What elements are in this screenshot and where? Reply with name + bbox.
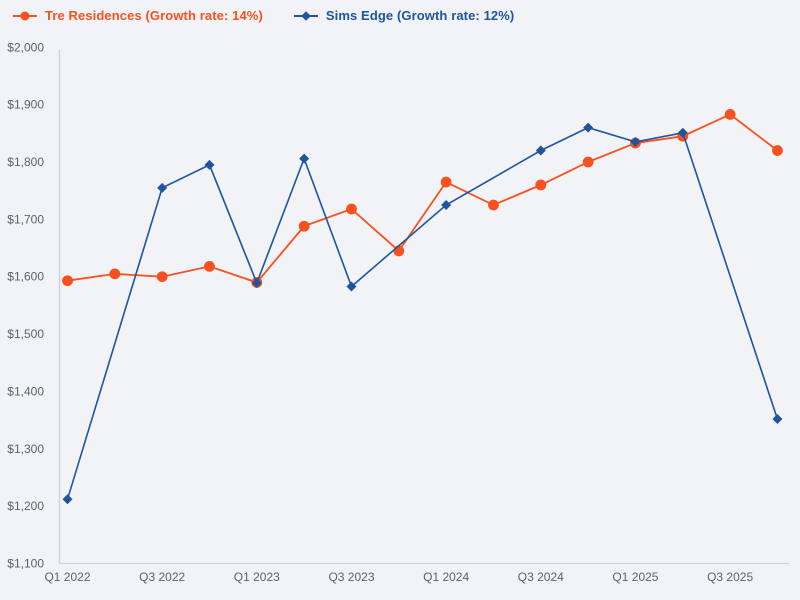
series-line-tre-residences bbox=[67, 113, 778, 284]
legend-label-tre-residences: Tre Residences (Growth rate: 14%) bbox=[45, 8, 263, 23]
data-point-tre-residences-q4-2022[interactable] bbox=[204, 260, 215, 272]
data-point-tre-residences-q3-2022[interactable] bbox=[156, 271, 168, 283]
legend: Tre Residences (Growth rate: 14%) Sims E… bbox=[12, 8, 514, 23]
data-point-sims-edge-q3-2022[interactable] bbox=[157, 182, 168, 193]
data-point-tre-residences-q2-2022[interactable] bbox=[109, 268, 121, 280]
data-point-tre-residences-q4-2025[interactable] bbox=[772, 145, 783, 156]
data-point-sims-edge-q3-2024[interactable] bbox=[535, 145, 546, 156]
series-line-sims-edge bbox=[66, 126, 779, 500]
legend-item-tre-residences[interactable]: Tre Residences (Growth rate: 14%) bbox=[12, 8, 263, 23]
data-point-tre-residences-q2-2023[interactable] bbox=[298, 220, 310, 232]
data-point-sims-edge-q4-2022[interactable] bbox=[204, 159, 215, 170]
x-tick-label: Q1 2024 bbox=[423, 570, 469, 584]
data-point-sims-edge-q3-2023[interactable] bbox=[346, 281, 357, 292]
x-tick-label: Q1 2025 bbox=[612, 570, 658, 584]
y-tick-label: $1,700 bbox=[7, 212, 44, 226]
data-point-sims-edge-q4-2024[interactable] bbox=[583, 122, 594, 133]
data-point-sims-edge-q1-2024[interactable] bbox=[441, 200, 452, 211]
legend-item-sims-edge[interactable]: Sims Edge (Growth rate: 12%) bbox=[293, 8, 514, 23]
data-point-sims-edge-q1-2023[interactable] bbox=[251, 278, 262, 289]
y-tick-label: $1,200 bbox=[7, 499, 44, 513]
diamond-marker-icon bbox=[293, 10, 318, 21]
y-tick-label: $1,300 bbox=[7, 442, 44, 456]
data-point-tre-residences-q4-2024[interactable] bbox=[582, 156, 594, 168]
legend-label-sims-edge: Sims Edge (Growth rate: 12%) bbox=[325, 8, 515, 23]
data-point-sims-edge-q4-2025[interactable] bbox=[772, 413, 783, 424]
y-tick-label: $1,800 bbox=[7, 155, 44, 169]
x-tick-label: Q3 2024 bbox=[518, 570, 564, 584]
data-point-tre-residences-q1-2024[interactable] bbox=[440, 176, 452, 188]
x-tick-label: Q3 2022 bbox=[139, 570, 185, 584]
data-point-sims-edge-q2-2025[interactable] bbox=[677, 127, 688, 138]
x-tick-label: Q1 2023 bbox=[234, 570, 280, 584]
data-point-sims-edge-q1-2025[interactable] bbox=[630, 136, 641, 147]
data-point-tre-residences-q3-2023[interactable] bbox=[346, 203, 357, 215]
data-point-tre-residences-q3-2025[interactable] bbox=[724, 109, 736, 120]
x-tick-label: Q3 2025 bbox=[707, 570, 753, 584]
data-point-tre-residences-q2-2024[interactable] bbox=[488, 199, 499, 211]
y-tick-label: $2,000 bbox=[7, 40, 44, 54]
data-point-tre-residences-q4-2023[interactable] bbox=[393, 245, 405, 257]
x-tick-label: Q3 2023 bbox=[328, 570, 374, 584]
y-tick-label: $1,600 bbox=[7, 270, 44, 284]
y-tick-label: $1,400 bbox=[7, 384, 44, 398]
x-tick-label: Q1 2022 bbox=[44, 570, 90, 584]
data-point-sims-edge-q2-2023[interactable] bbox=[299, 153, 310, 164]
data-point-tre-residences-q1-2022[interactable] bbox=[62, 275, 73, 287]
data-point-tre-residences-q3-2024[interactable] bbox=[535, 179, 547, 191]
y-tick-label: $1,500 bbox=[7, 327, 44, 341]
circle-marker-icon bbox=[13, 11, 37, 20]
y-tick-label: $1,100 bbox=[7, 557, 44, 571]
y-tick-label: $1,900 bbox=[7, 98, 44, 112]
data-point-sims-edge-q1-2022[interactable] bbox=[62, 494, 73, 505]
